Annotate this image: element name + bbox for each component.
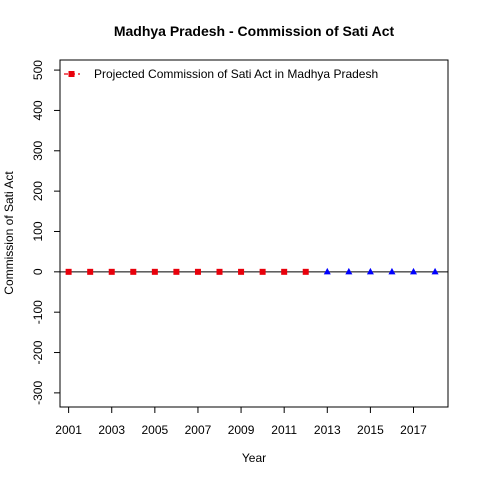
y-axis-label: Commission of Sati Act <box>2 171 16 295</box>
data-point-triangle <box>431 267 439 275</box>
y-tick-label: 400 <box>31 100 45 120</box>
data-point-square <box>65 268 72 275</box>
data-point-square <box>87 268 94 275</box>
legend-square-marker <box>68 71 75 77</box>
y-tick-label: -100 <box>31 300 45 324</box>
x-tick-label: 2017 <box>400 423 427 437</box>
data-points <box>65 267 439 275</box>
legend-label: Projected Commission of Sati Act in Madh… <box>94 67 378 81</box>
plot-frame <box>59 59 449 408</box>
y-tick-label: 100 <box>31 221 45 241</box>
x-tick-label: 2003 <box>98 423 125 437</box>
data-point-square <box>173 268 180 275</box>
data-point-triangle <box>366 267 374 275</box>
data-point-square <box>130 268 137 275</box>
x-axis-label: Year <box>242 451 266 465</box>
data-point-square <box>194 268 201 275</box>
y-tick-label: 500 <box>31 60 45 80</box>
data-point-square <box>151 268 158 275</box>
y-tick-label: -200 <box>31 340 45 364</box>
chart-title: Madhya Pradesh - Commission of Sati Act <box>114 23 395 39</box>
data-point-square <box>238 268 245 275</box>
data-point-square <box>259 268 266 275</box>
x-tick-label: 2001 <box>55 423 82 437</box>
data-point-triangle <box>323 267 331 275</box>
x-tick-label: 2013 <box>314 423 341 437</box>
data-point-triangle <box>345 267 353 275</box>
y-axis: -300 -200 -100 0 100 200 300 400 500 <box>31 60 60 405</box>
data-point-square <box>216 268 223 275</box>
y-tick-label: 300 <box>31 140 45 160</box>
data-point-triangle <box>410 267 418 275</box>
x-tick-label: 2011 <box>271 423 297 437</box>
x-axis: 2001 2003 2005 2007 2009 2011 2013 2015 2017 <box>55 407 427 437</box>
legend: Projected Commission of Sati Act in Madh… <box>64 67 378 81</box>
data-point-square <box>302 268 309 275</box>
x-tick-label: 2015 <box>357 423 384 437</box>
y-tick-label: 200 <box>31 181 45 201</box>
data-point-square <box>108 268 115 275</box>
y-tick-label: -300 <box>31 381 45 405</box>
data-point-triangle <box>388 267 396 275</box>
x-tick-label: 2009 <box>228 423 255 437</box>
data-point-square <box>281 268 288 275</box>
y-tick-label: 0 <box>31 268 45 275</box>
x-tick-label: 2005 <box>141 423 168 437</box>
x-tick-label: 2007 <box>185 423 212 437</box>
